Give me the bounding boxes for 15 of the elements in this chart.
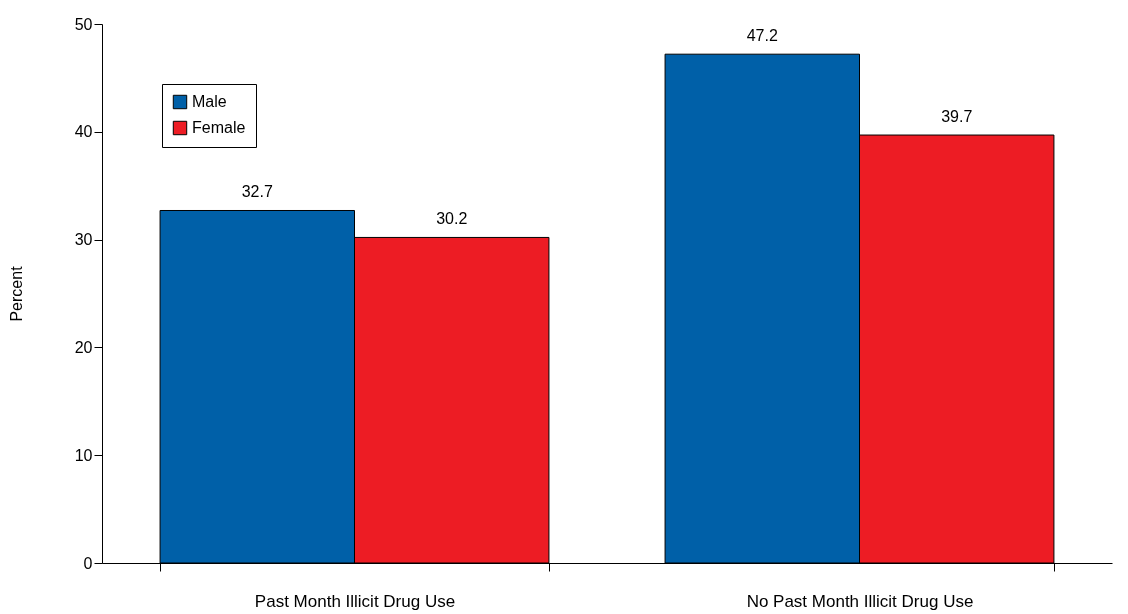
y-tick-label: 30 [74,231,93,249]
data-label: 47.2 [746,27,778,45]
y-tick-label: 20 [74,338,93,356]
y-tick-label: 0 [83,554,93,572]
x-tick-label: No Past Month Illicit Drug Use [746,591,974,611]
y-tick-label: 40 [74,123,93,141]
legend-label: Female [192,119,246,136]
data-label: 30.2 [436,210,468,228]
legend-label: Male [192,93,227,110]
y-tick-label: 10 [74,446,93,464]
x-tick-label: Past Month Illicit Drug Use [254,591,456,611]
data-label: 32.7 [241,183,273,201]
data-label: 39.7 [941,108,973,126]
y-tick-label: 50 [74,15,93,33]
y-axis-title: Percent [7,265,25,322]
